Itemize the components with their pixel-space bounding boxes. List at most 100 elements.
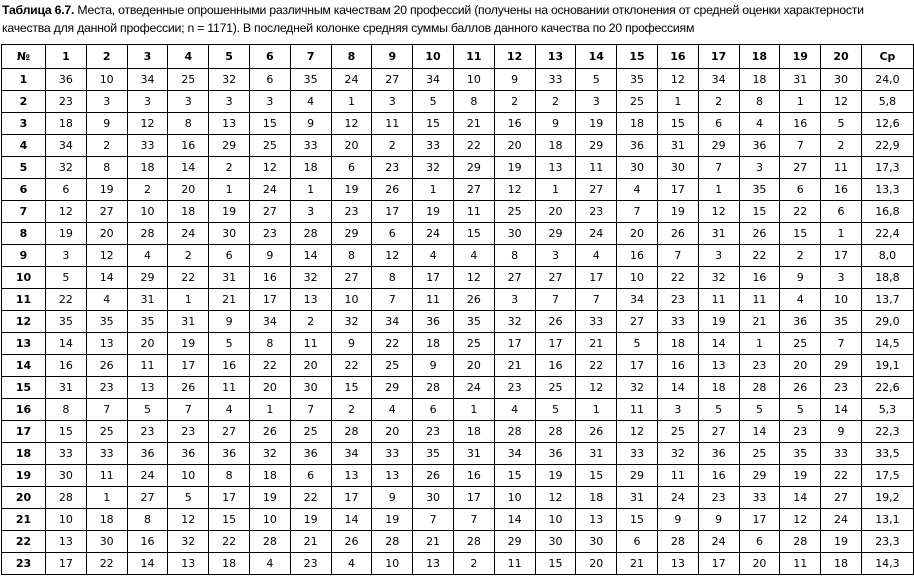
rank-cell: 17: [208, 486, 250, 509]
rank-cell: 32: [167, 530, 210, 553]
average-cell: 23,3: [860, 530, 914, 553]
rank-cell: 6: [616, 530, 658, 553]
rank-cell: 24: [412, 222, 454, 245]
rank-cell: 22: [452, 134, 495, 157]
rank-cell: 9: [85, 112, 128, 135]
rank-cell: 30: [616, 156, 658, 179]
rank-cell: 34: [493, 442, 536, 465]
table-row: 7 12 27 10 18 19 27 3 23 17 19 11 25 20 23 7 19 12 15 22 6 16…: [1, 200, 914, 223]
rank-cell: 31: [779, 68, 822, 91]
rank-cell: 19: [208, 200, 250, 223]
rank-cell: 19: [820, 530, 862, 553]
row-number: 19: [1, 464, 46, 487]
rank-cell: 6: [45, 178, 87, 201]
table-row: 3 18 9 12 8 13 15 9 12 11 15 21 16 9 19 18 15 6 4 16 5 12,6: [1, 112, 914, 135]
rank-cell: 20: [534, 200, 577, 223]
rank-cell: 5: [208, 332, 250, 355]
rank-cell: 27: [248, 200, 291, 223]
rank-cell: 32: [45, 156, 87, 179]
rank-cell: 9: [779, 266, 822, 289]
rank-cell: 22: [330, 354, 373, 377]
rank-cell: 15: [616, 508, 658, 531]
rank-cell: 4: [85, 288, 128, 311]
rank-cell: 5: [616, 332, 658, 355]
rank-cell: 2: [85, 134, 128, 157]
rank-cell: 7: [575, 288, 618, 311]
rank-cell: 10: [45, 508, 87, 531]
rank-cell: 28: [248, 530, 291, 553]
header-number: №: [1, 44, 46, 69]
rank-cell: 6: [289, 464, 332, 487]
rank-cell: 4: [452, 244, 495, 267]
rank-cell: 30: [575, 530, 618, 553]
rank-cell: 2: [820, 134, 862, 157]
rank-cell: 1: [656, 90, 699, 113]
rank-cell: 34: [412, 68, 454, 91]
rank-cell: 27: [534, 266, 577, 289]
rank-cell: 4: [248, 552, 291, 575]
rank-cell: 22: [289, 486, 332, 509]
rank-cell: 27: [85, 200, 128, 223]
rank-cell: 16: [534, 354, 577, 377]
rank-cell: 24: [820, 508, 862, 531]
rank-cell: 28: [330, 420, 373, 443]
rank-cell: 15: [412, 112, 454, 135]
rank-cell: 30: [412, 486, 454, 509]
rank-cell: 1: [697, 178, 740, 201]
rank-cell: 17: [45, 552, 87, 575]
header-profession-20: 20: [820, 44, 862, 69]
rank-cell: 11: [412, 288, 454, 311]
rank-cell: 7: [371, 288, 414, 311]
rank-cell: 26: [371, 178, 414, 201]
rank-cell: 7: [656, 244, 699, 267]
rank-cell: 20: [248, 376, 291, 399]
rank-cell: 25: [248, 134, 291, 157]
rank-cell: 17: [371, 200, 414, 223]
rank-cell: 34: [697, 68, 740, 91]
rank-cell: 23: [779, 420, 822, 443]
rank-cell: 34: [248, 310, 291, 333]
rank-cell: 36: [779, 310, 822, 333]
average-cell: 22,4: [860, 222, 914, 245]
header-profession-18: 18: [738, 44, 781, 69]
rank-cell: 18: [697, 376, 740, 399]
header-profession-16: 16: [656, 44, 699, 69]
header-profession-1: 1: [45, 44, 87, 69]
rank-cell: 3: [575, 90, 618, 113]
rank-cell: 18: [248, 464, 291, 487]
rank-cell: 26: [779, 376, 822, 399]
rank-cell: 35: [779, 442, 822, 465]
rank-cell: 16: [697, 464, 740, 487]
rank-cell: 18: [738, 68, 781, 91]
table-row: 12 35 35 35 31 9 34 2 32 34 36 35 32 26 33 27 33 19 21 36 35…: [1, 310, 914, 333]
average-cell: 29,0: [860, 310, 914, 333]
rank-cell: 13: [371, 464, 414, 487]
rank-cell: 29: [697, 134, 740, 157]
rank-cell: 21: [452, 112, 495, 135]
rank-cell: 8: [371, 266, 414, 289]
rank-cell: 18: [208, 552, 250, 575]
rank-cell: 33: [126, 134, 169, 157]
rank-cell: 13: [126, 376, 169, 399]
average-cell: 5,3: [860, 398, 914, 421]
rank-cell: 3: [289, 200, 332, 223]
rank-cell: 15: [248, 112, 291, 135]
rank-cell: 11: [779, 552, 822, 575]
rank-cell: 1: [452, 398, 495, 421]
rank-cell: 5: [126, 398, 169, 421]
rank-cell: 28: [452, 530, 495, 553]
rank-cell: 31: [616, 486, 658, 509]
rank-cell: 5: [779, 398, 822, 421]
rank-cell: 32: [697, 266, 740, 289]
row-number: 18: [1, 442, 46, 465]
rank-cell: 19: [289, 508, 332, 531]
table-row: 17 15 25 23 23 27 26 25 28 20 23 18 28 28 26 12 25 27 14 23…: [1, 420, 914, 443]
rank-cell: 35: [616, 68, 658, 91]
rank-cell: 23: [289, 552, 332, 575]
rank-cell: 27: [616, 310, 658, 333]
row-number: 9: [1, 244, 46, 267]
header-row: № 1 2 3 4 5 6 7 8 9 10 11 12 13 14 15 16 17 18 19 20 Ср: [1, 44, 914, 69]
caption-text: Места, отведенные опрошенными различным …: [2, 3, 864, 35]
rank-cell: 36: [208, 442, 250, 465]
rank-cell: 1: [289, 178, 332, 201]
